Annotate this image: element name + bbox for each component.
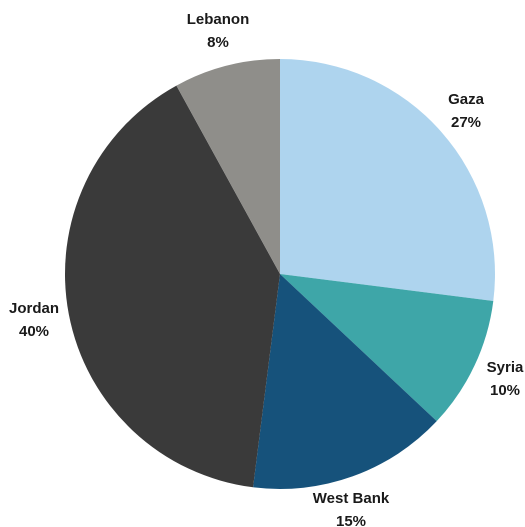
slice-name-syria: Syria bbox=[487, 359, 524, 376]
slice-west-bank bbox=[253, 274, 437, 489]
slice-percent-gaza: 27% bbox=[451, 114, 481, 131]
slice-percent-jordan: 40% bbox=[19, 323, 49, 340]
slice-name-gaza: Gaza bbox=[448, 91, 485, 108]
slice-name-jordan: Jordan bbox=[9, 300, 59, 317]
slice-name-west-bank: West Bank bbox=[313, 490, 390, 507]
slice-percent-west-bank: 15% bbox=[336, 513, 366, 527]
slice-lebanon bbox=[176, 59, 280, 274]
pie-slices bbox=[64, 59, 495, 489]
slice-percent-syria: 10% bbox=[490, 382, 520, 399]
pie-labels: Gaza 27% Syria 10% West Bank 15% Jordan 40% Leba… bbox=[9, 11, 524, 527]
slice-jordan bbox=[64, 85, 280, 488]
slice-percent-lebanon: 8% bbox=[207, 34, 229, 51]
slice-gaza bbox=[280, 59, 495, 301]
slice-syria bbox=[280, 274, 494, 422]
slice-name-lebanon: Lebanon bbox=[187, 11, 250, 28]
